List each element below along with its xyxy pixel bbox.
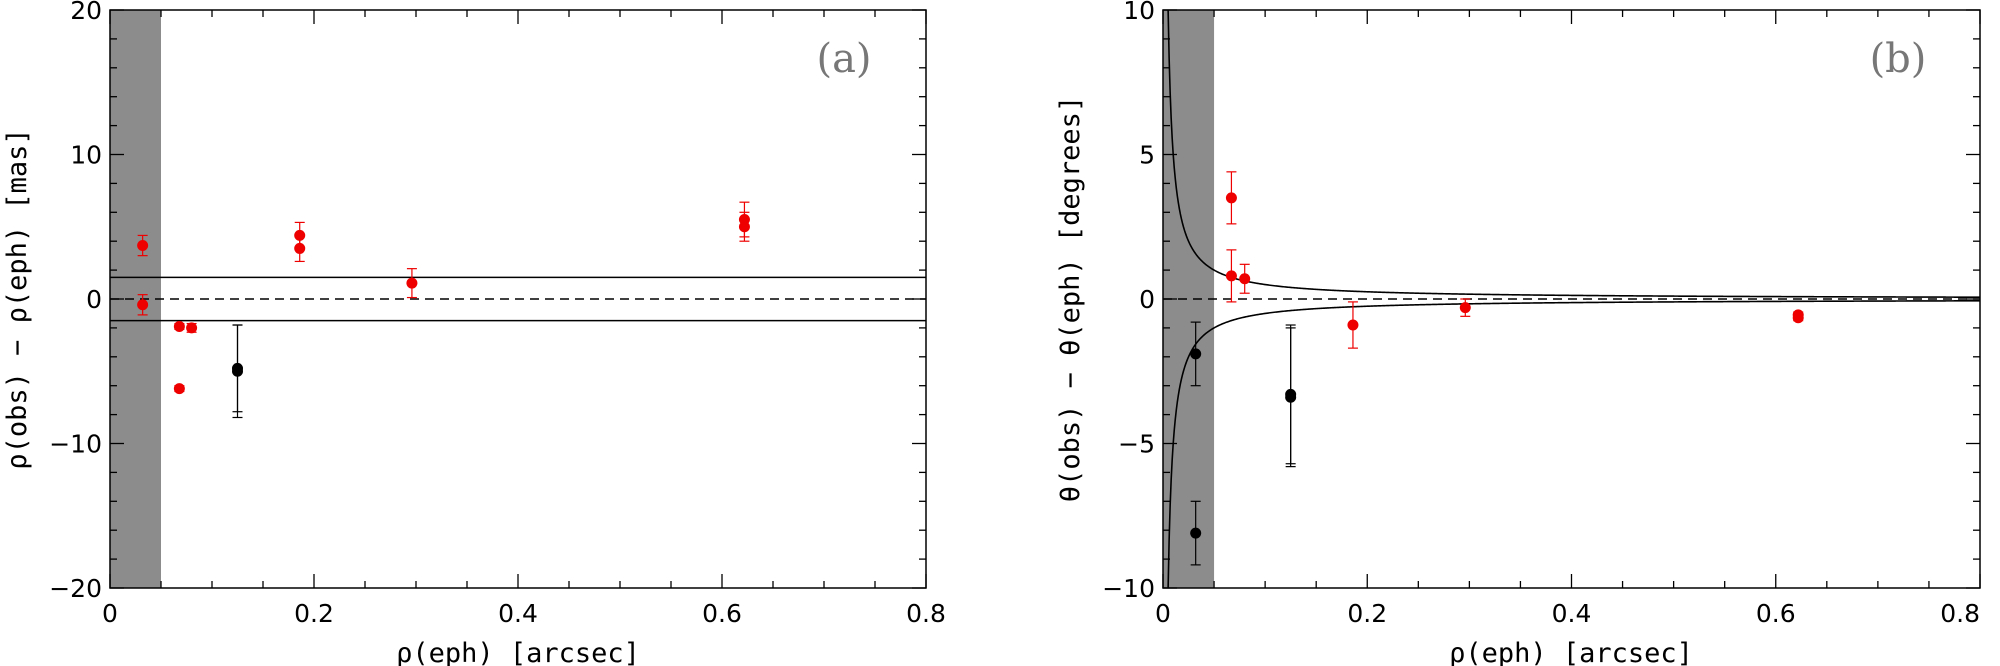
data-marker	[1225, 270, 1237, 282]
axis-ticks	[1162, 9, 1981, 589]
x-axis-label: ρ(eph) [arcsec]	[396, 638, 640, 666]
reference-lines	[110, 276, 926, 322]
data-marker	[1347, 319, 1359, 331]
y-tick-label: 0	[86, 285, 102, 314]
red-data-point	[1459, 298, 1471, 317]
y-tick-label: −10	[49, 430, 102, 459]
y-tick-label: 20	[70, 0, 102, 25]
red-data-point	[1225, 249, 1237, 303]
data-marker	[406, 277, 418, 289]
data-marker	[738, 221, 750, 233]
red-data-point	[173, 320, 185, 332]
y-tick-label: −5	[1118, 430, 1155, 459]
panel-label: (b)	[1870, 36, 1927, 82]
data-marker	[1792, 312, 1804, 324]
data-marks	[137, 201, 750, 419]
y-axis-label: θ(obs) − θ(eph) [degrees]	[1055, 96, 1086, 502]
x-tick-label: 0.6	[702, 599, 742, 628]
data-marker	[1225, 192, 1237, 204]
plot-area	[110, 10, 926, 588]
x-tick-label: 0	[1155, 599, 1171, 628]
black-data-point	[1190, 500, 1202, 566]
data-marker	[294, 242, 306, 254]
red-data-point	[1347, 301, 1359, 349]
panel-label: (a)	[816, 36, 871, 82]
data-marker	[173, 320, 185, 332]
red-data-point	[137, 294, 149, 316]
envelope-upper	[1167, 10, 1980, 298]
data-marker	[1459, 302, 1471, 314]
data-marker	[1239, 273, 1251, 285]
y-tick-label: 0	[1139, 285, 1155, 314]
x-axis-label: ρ(eph) [arcsec]	[1449, 638, 1693, 666]
axis-ticks	[109, 9, 927, 589]
envelope-lower	[1167, 300, 1980, 588]
y-tick-labels: −20 −10 0 10 20	[49, 0, 102, 603]
x-tick-label: 0.4	[1552, 599, 1592, 628]
y-tick-label: 10	[1123, 0, 1155, 25]
data-marker	[1190, 527, 1202, 539]
data-marker	[232, 365, 243, 377]
panel-b: 0 0.2 0.4 0.6 0.8 −10 −5 0 5 10 (b) ρ(ep…	[1055, 0, 1981, 666]
y-tick-label: −20	[49, 574, 102, 603]
x-tick-labels: 0 0.2 0.4 0.6 0.8	[102, 599, 946, 628]
red-data-point	[406, 268, 418, 299]
y-tick-label: 5	[1139, 141, 1155, 170]
x-tick-labels: 0 0.2 0.4 0.6 0.8	[1155, 599, 1980, 628]
red-data-point	[294, 234, 306, 263]
data-marker	[173, 383, 185, 395]
y-tick-label: −10	[1102, 574, 1155, 603]
black-data-point	[1285, 327, 1297, 468]
red-data-point	[738, 211, 750, 242]
x-tick-label: 0	[102, 599, 118, 628]
x-tick-label: 0.4	[498, 599, 538, 628]
x-tick-label: 0.8	[1940, 599, 1980, 628]
data-marks	[1190, 171, 1804, 566]
panel-a: 0 0.2 0.4 0.6 0.8 −20 −10 0 10 20 (a) ρ(…	[2, 0, 946, 666]
y-tick-label: 10	[70, 141, 102, 170]
red-data-point	[137, 234, 149, 257]
plot-area	[1163, 10, 1980, 588]
data-marker	[186, 322, 198, 334]
data-marker	[137, 299, 149, 311]
x-tick-label: 0.2	[294, 599, 334, 628]
y-axis-label: ρ(obs) − ρ(eph) [mas]	[2, 128, 33, 469]
red-data-point	[186, 322, 198, 334]
red-data-point	[1792, 312, 1804, 324]
x-tick-label: 0.8	[906, 599, 946, 628]
black-data-point	[1190, 321, 1202, 387]
red-data-point	[1239, 263, 1251, 294]
x-tick-label: 0.2	[1347, 599, 1387, 628]
x-tick-label: 0.6	[1756, 599, 1796, 628]
y-tick-labels: −10 −5 0 5 10	[1102, 0, 1155, 603]
red-data-point	[173, 383, 185, 395]
data-marker	[1285, 391, 1297, 403]
error-envelope	[1167, 10, 1980, 588]
data-marker	[137, 240, 149, 252]
black-data-point	[232, 324, 243, 419]
data-marker	[1190, 348, 1202, 360]
red-data-point	[1225, 171, 1237, 225]
